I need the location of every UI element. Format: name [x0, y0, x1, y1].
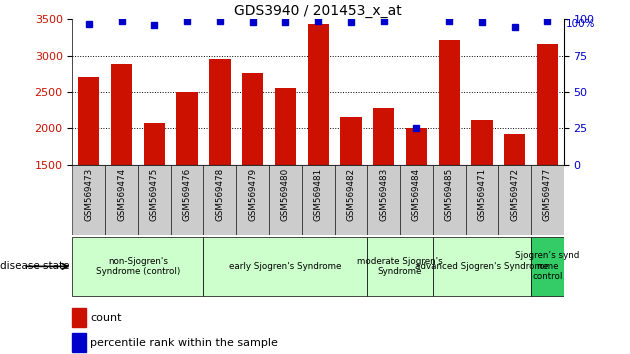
Bar [275, 88, 296, 273]
Text: early Sjogren's Syndrome: early Sjogren's Syndrome [229, 262, 341, 271]
Bar [203, 165, 236, 235]
Text: non-Sjogren's
Syndrome (control): non-Sjogren's Syndrome (control) [96, 257, 180, 276]
Text: GSM569479: GSM569479 [248, 167, 257, 221]
Bar [269, 165, 302, 235]
Bar [302, 165, 335, 235]
Bar [138, 165, 171, 235]
Bar [537, 44, 558, 273]
Bar [307, 24, 329, 273]
Bar [78, 77, 100, 273]
Text: GSM569483: GSM569483 [379, 167, 388, 221]
Bar [105, 165, 138, 235]
Text: advanced Sjogren's Syndrome: advanced Sjogren's Syndrome [415, 262, 549, 271]
Bar [367, 236, 433, 296]
Bar [171, 165, 203, 235]
Text: percentile rank within the sample: percentile rank within the sample [90, 338, 278, 348]
Bar [72, 236, 203, 296]
Text: GSM569475: GSM569475 [150, 167, 159, 221]
Text: Sjogren’s synd
rome
control: Sjogren’s synd rome control [515, 251, 580, 281]
Bar [498, 165, 531, 235]
Text: GSM569472: GSM569472 [510, 167, 519, 221]
Text: GSM569480: GSM569480 [281, 167, 290, 221]
Text: GSM569484: GSM569484 [412, 167, 421, 221]
Text: 100%: 100% [566, 19, 596, 29]
Bar [340, 118, 362, 273]
Text: GSM569473: GSM569473 [84, 167, 93, 221]
Text: disease state: disease state [0, 261, 69, 272]
Bar [406, 127, 427, 273]
Bar [242, 73, 263, 273]
Bar [466, 165, 498, 235]
Bar [400, 165, 433, 235]
Bar [72, 165, 105, 235]
Text: GSM569474: GSM569474 [117, 167, 126, 221]
Text: GSM569471: GSM569471 [478, 167, 486, 221]
Bar [438, 40, 460, 273]
Bar [335, 165, 367, 235]
Text: GSM569478: GSM569478 [215, 167, 224, 221]
Bar [144, 122, 165, 273]
Bar [111, 64, 132, 273]
Text: GSM569476: GSM569476 [183, 167, 192, 221]
Bar [433, 165, 466, 235]
Bar [531, 236, 564, 296]
Text: GSM569482: GSM569482 [346, 167, 355, 221]
Bar [373, 108, 394, 273]
Bar [367, 165, 400, 235]
Text: GSM569481: GSM569481 [314, 167, 323, 221]
Bar [433, 236, 531, 296]
Bar [531, 165, 564, 235]
Text: GSM569477: GSM569477 [543, 167, 552, 221]
Text: moderate Sjogren's
Syndrome: moderate Sjogren's Syndrome [357, 257, 443, 276]
Bar [471, 120, 493, 273]
Bar [203, 236, 367, 296]
Bar [209, 59, 231, 273]
Bar [504, 134, 525, 273]
Bar [176, 92, 198, 273]
Text: count: count [90, 313, 122, 323]
Text: GSM569485: GSM569485 [445, 167, 454, 221]
Title: GDS3940 / 201453_x_at: GDS3940 / 201453_x_at [234, 5, 402, 18]
Bar [236, 165, 269, 235]
